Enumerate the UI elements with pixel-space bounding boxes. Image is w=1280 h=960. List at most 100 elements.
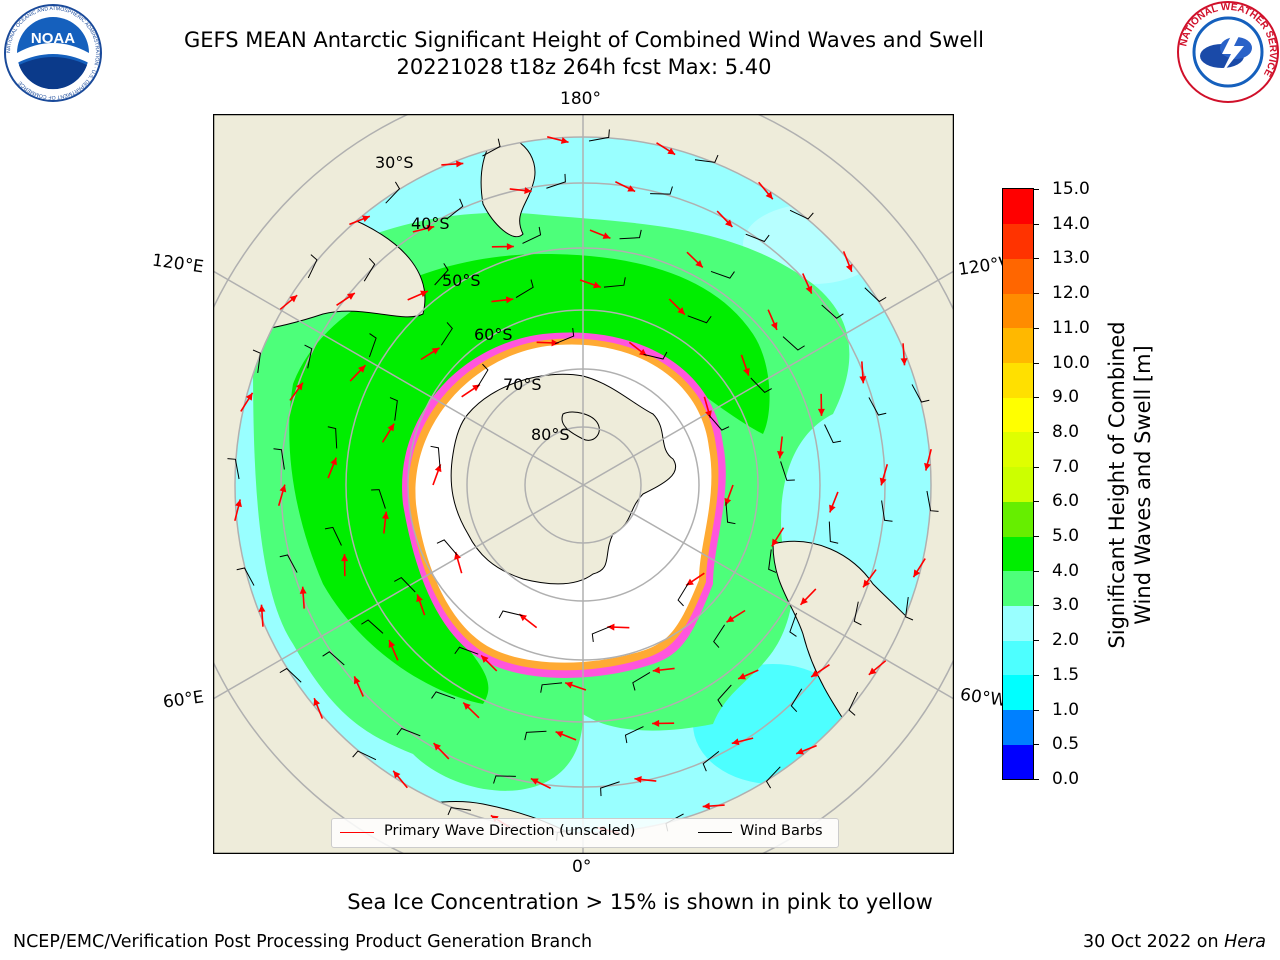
colorbar-tick-label: 14.0 xyxy=(1052,213,1090,234)
noaa-logo-text: NOAA xyxy=(31,30,75,47)
wave-arrow-head xyxy=(607,623,615,631)
chart-title: GEFS MEAN Antarctic Significant Height o… xyxy=(183,28,985,52)
colorbar-tick-label: 15.0 xyxy=(1052,179,1090,199)
wind-barb xyxy=(454,646,479,655)
wind-barb xyxy=(591,625,611,642)
colorbar-segment xyxy=(1003,189,1033,225)
wave-arrow-head xyxy=(506,243,514,251)
lon-label-120e: 120°E xyxy=(150,250,205,278)
colorbar-tick xyxy=(1033,223,1039,225)
wind-barb xyxy=(482,138,501,157)
wind-barb xyxy=(327,426,338,449)
lat-label-40s: 40°S xyxy=(411,214,450,233)
colorbar-tick xyxy=(1033,709,1039,711)
colorbar-tick xyxy=(1033,189,1039,190)
colorbar-tick xyxy=(1033,744,1039,746)
map-legend: Primary Wave Direction (unscaled) Wind B… xyxy=(331,818,839,848)
latitude-labels: 30°S 40°S 50°S 60°S 70°S 80°S xyxy=(375,153,570,444)
wave-arrow-head xyxy=(859,376,867,384)
colorbar-tick xyxy=(1033,327,1039,329)
wind-barb xyxy=(694,154,719,163)
wave-arrow-head xyxy=(560,137,569,144)
colorbar-tick-label: 6.0 xyxy=(1052,491,1080,512)
colorbar-segment xyxy=(1003,293,1033,329)
wave-arrow-head xyxy=(530,778,539,785)
wave-arrow-head xyxy=(677,307,685,315)
colorbar-tick xyxy=(1033,397,1039,399)
wave-arrow-head xyxy=(347,293,355,300)
colorbar-segment xyxy=(1003,397,1033,433)
wind-barb xyxy=(821,304,844,319)
wind-barb xyxy=(632,671,651,691)
wind-barb xyxy=(710,270,735,279)
wind-barb xyxy=(389,397,398,421)
colorbar-segment xyxy=(1003,536,1033,572)
colorbar-segment xyxy=(1003,258,1033,294)
wind-barb xyxy=(905,596,914,621)
wind-barb xyxy=(361,619,384,634)
wave-arrow-head xyxy=(627,185,636,192)
wave-arrow-head xyxy=(456,160,464,168)
wave-arrow-head xyxy=(420,290,428,298)
lat-label-80s: 80°S xyxy=(531,425,570,444)
new-zealand xyxy=(480,137,536,238)
wind-barb xyxy=(853,601,862,626)
legend-wind-label: Wind Barbs xyxy=(740,823,823,839)
wave-arrow-head xyxy=(800,597,808,605)
wave-arrow-head xyxy=(817,408,825,416)
colorbar-tick-label: 0.5 xyxy=(1052,734,1080,755)
colorbar-tick-label: 8.0 xyxy=(1052,421,1080,442)
footer-credit: NCEP/EMC/Verification Post Processing Pr… xyxy=(13,932,593,952)
wave-arrow-head xyxy=(362,215,370,223)
wind-barb xyxy=(279,667,302,683)
wind-barb xyxy=(750,377,772,394)
wind-barb xyxy=(677,582,689,607)
wind-barb xyxy=(279,554,298,573)
wave-arrow-head xyxy=(796,747,804,755)
wave-arrow-head xyxy=(652,719,660,727)
polar-map: 30°S 40°S 50°S 60°S 70°S 80°S xyxy=(213,114,954,854)
lon-label-0: 0° xyxy=(572,857,592,877)
wind-barb xyxy=(687,315,712,324)
colorbar-segment xyxy=(1003,640,1033,676)
wind-barb xyxy=(368,333,377,358)
wave-arrow-head xyxy=(765,191,773,200)
wind-barb xyxy=(911,384,930,403)
wave-arrow-head xyxy=(299,586,307,594)
colorbar-tick-label: 5.0 xyxy=(1052,526,1080,547)
wind-barb xyxy=(789,612,798,637)
wave-arrow-head xyxy=(770,322,778,330)
wind-barb xyxy=(848,691,859,716)
wave-arrow-head xyxy=(863,579,871,588)
wind-barb xyxy=(273,448,285,470)
wind-barb xyxy=(828,521,839,544)
wind-barb xyxy=(227,458,240,480)
wind-barb xyxy=(603,277,626,288)
colorbar-tick-label: 7.0 xyxy=(1052,456,1080,477)
colorbar-tick xyxy=(1033,258,1039,260)
wave-arrow-head xyxy=(295,382,303,391)
wind-barb xyxy=(926,490,939,512)
colorbar-tick xyxy=(1033,466,1039,468)
colorbar-segment xyxy=(1003,466,1033,502)
wave-arrow-head xyxy=(913,569,921,578)
wind-barb xyxy=(515,279,534,299)
wave-arrow-head xyxy=(565,681,573,689)
legend-wind-line xyxy=(698,832,732,833)
wind-barb xyxy=(864,287,887,303)
graticule xyxy=(213,114,954,854)
colorbar-label-line2: Wind Waves and Swell [m] xyxy=(1131,345,1155,625)
wind-barb xyxy=(588,129,610,142)
colorbar-segment xyxy=(1003,223,1033,259)
colorbar-tick-label: 2.0 xyxy=(1052,630,1080,651)
wave-arrow-head xyxy=(738,672,746,680)
wave-arrow-head xyxy=(726,615,735,623)
lon-label-60e: 60°E xyxy=(161,687,206,713)
noaa-logo: NOAA NATIONAL OCEANIC AND ATMOSPHERIC AD… xyxy=(4,4,102,102)
wind-barb xyxy=(436,539,458,556)
wind-barb xyxy=(708,414,730,431)
wave-arrow-head xyxy=(353,676,361,685)
sea-ice-note: Sea Ice Concentration > 15% is shown in … xyxy=(347,890,933,914)
wave-arrow-head xyxy=(593,281,601,289)
vector-layer xyxy=(227,129,939,841)
